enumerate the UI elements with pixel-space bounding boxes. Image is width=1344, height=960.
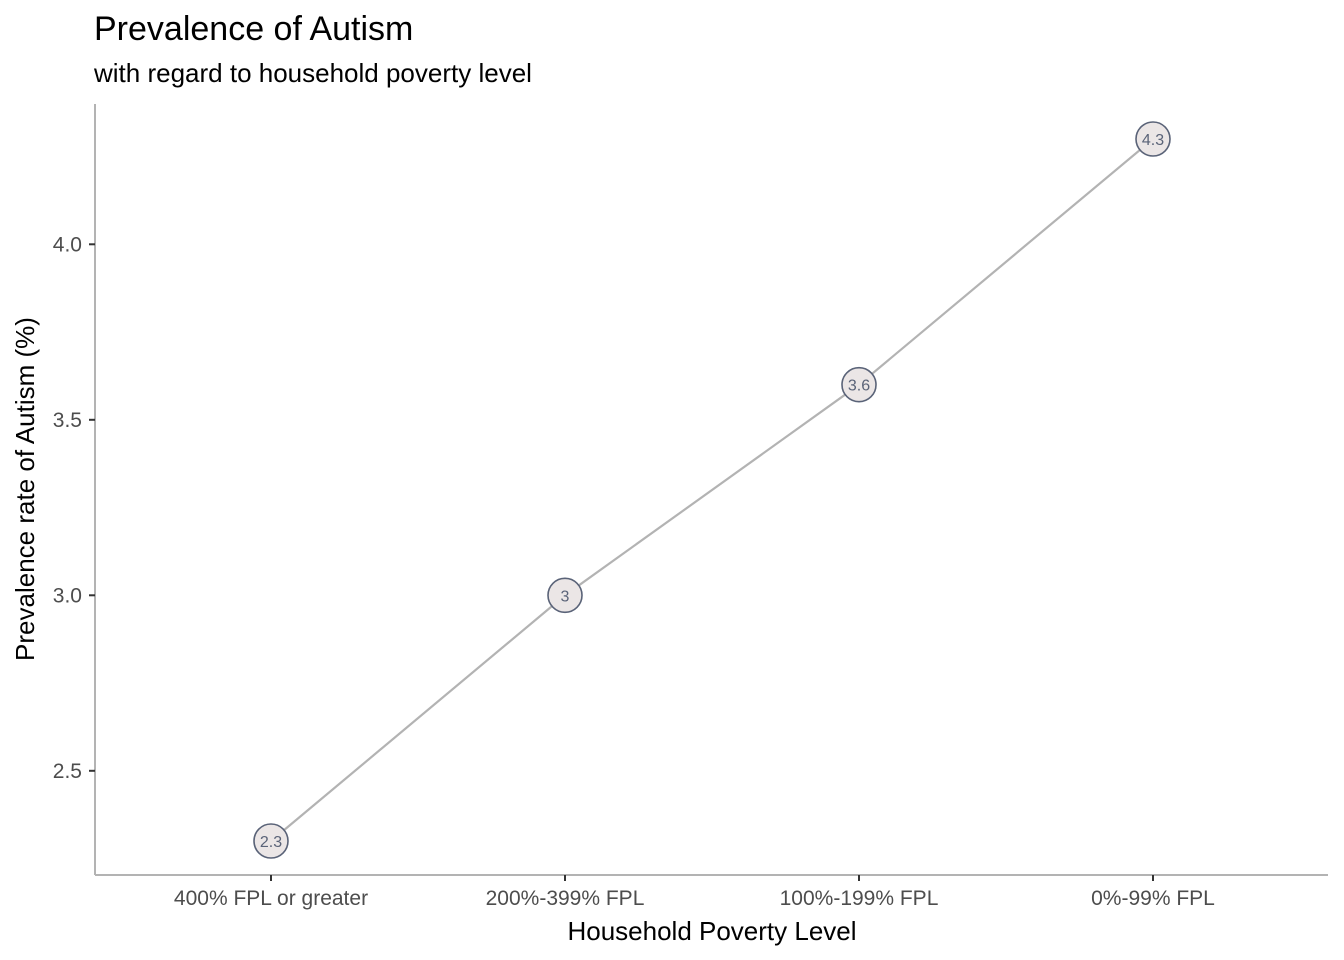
x-tick-label: 400% FPL or greater bbox=[174, 887, 368, 910]
series-line bbox=[270, 138, 1154, 842]
axes bbox=[94, 104, 1328, 876]
data-point-label: 3.6 bbox=[848, 378, 870, 395]
data-point bbox=[841, 366, 877, 403]
y-axis-title: Prevalence rate of Autism (%) bbox=[10, 317, 40, 661]
x-tick-label: 100%-199% FPL bbox=[780, 887, 939, 910]
data-point-label: 3 bbox=[561, 588, 570, 605]
data-points: 2.3 3 3.6 4.3 bbox=[253, 121, 1171, 859]
y-tick-label: 3.0 bbox=[53, 584, 82, 607]
data-point bbox=[253, 823, 289, 859]
x-tick-label: 200%-399% FPL bbox=[486, 887, 645, 910]
data-point-label: 4.3 bbox=[1142, 132, 1164, 149]
y-axis-ticks: 2.5 3.0 3.5 4.0 bbox=[53, 233, 95, 783]
y-tick-label: 3.5 bbox=[53, 409, 82, 432]
data-point-label: 2.3 bbox=[260, 834, 282, 851]
y-tick-label: 4.0 bbox=[53, 233, 82, 256]
data-point bbox=[1135, 121, 1171, 157]
x-axis-title: Household Poverty Level bbox=[567, 916, 856, 946]
y-tick-label: 2.5 bbox=[53, 760, 82, 783]
x-axis-ticks: 400% FPL or greater 200%-399% FPL 100%-199… bbox=[174, 875, 1215, 910]
chart-subtitle: with regard to household poverty level bbox=[93, 58, 532, 88]
chart-title: Prevalence of Autism bbox=[94, 10, 413, 48]
data-point bbox=[547, 577, 583, 614]
x-tick-label: 0%-99% FPL bbox=[1091, 887, 1215, 910]
